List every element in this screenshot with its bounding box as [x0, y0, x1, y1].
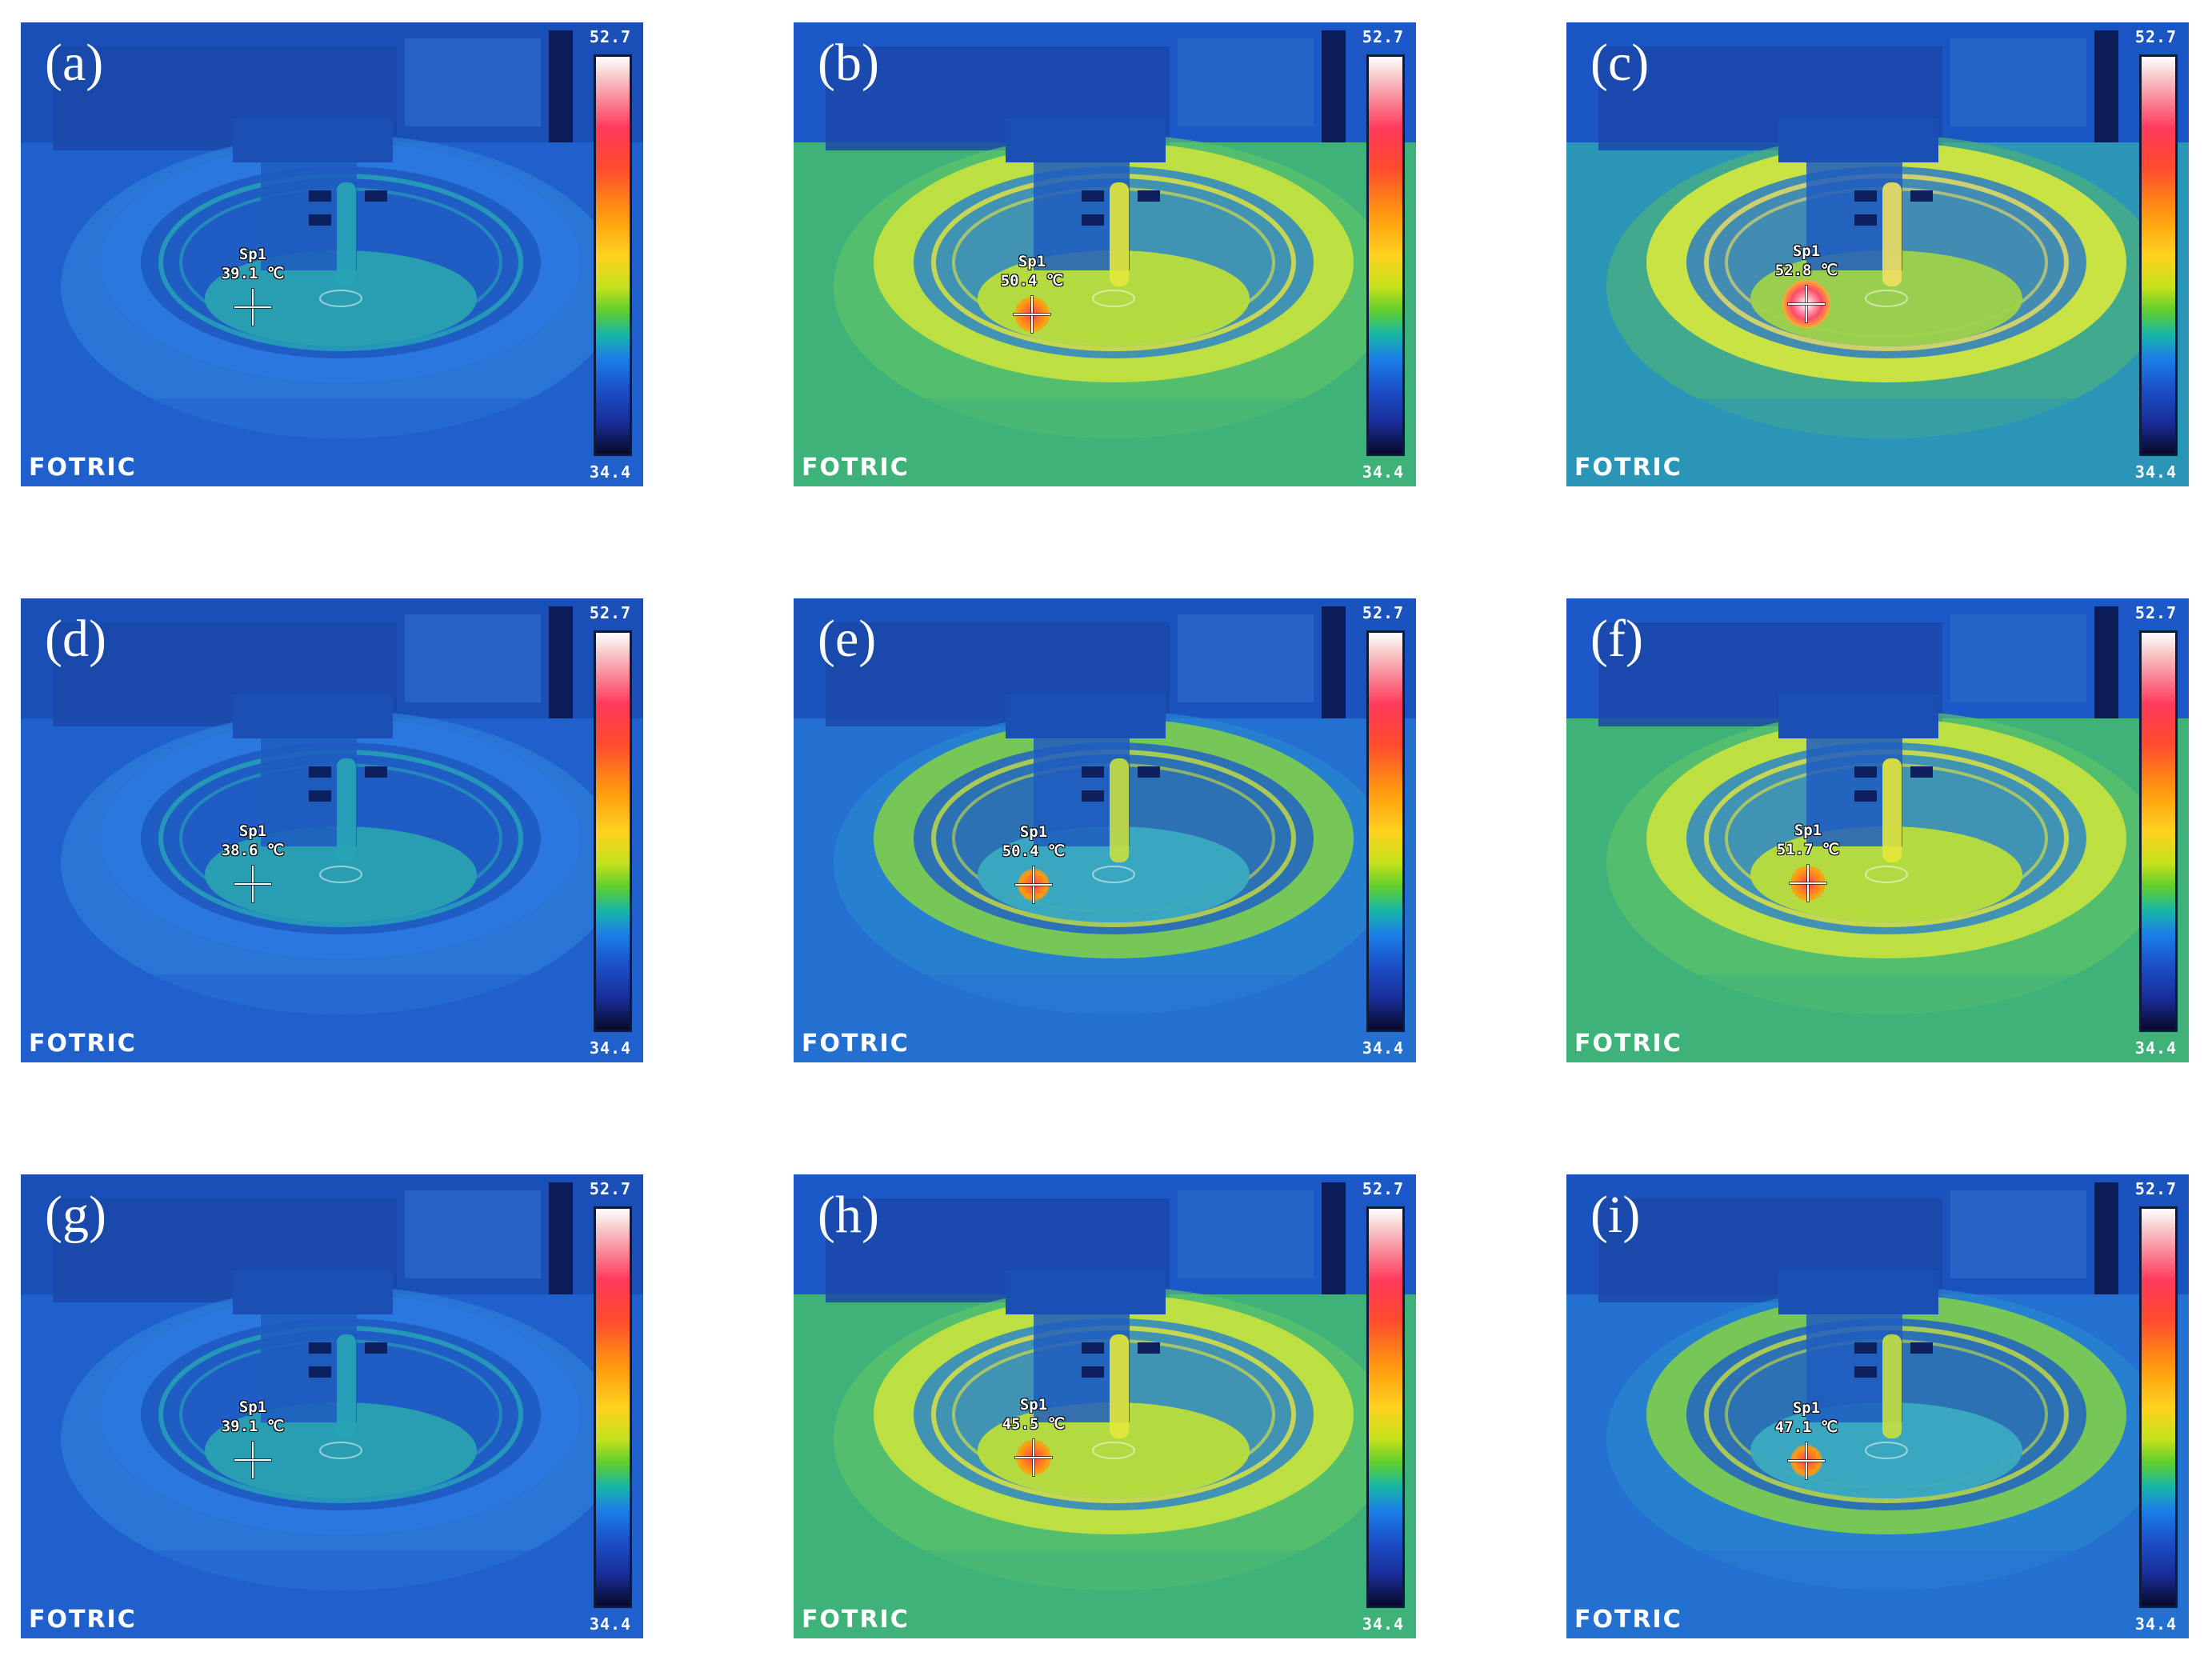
colorbar-min-label: 34.4	[1362, 1038, 1405, 1058]
colorbar-max-label: 52.7	[2134, 1179, 2178, 1198]
spot-crosshair-icon	[234, 289, 271, 326]
temperature-colorbar	[1366, 1206, 1405, 1608]
spot-temperature: 47.1 ℃	[1774, 1418, 1838, 1436]
spot-measurement: Sp1 51.7 ℃	[1760, 821, 1856, 859]
colorbar-min-label: 34.4	[1362, 462, 1405, 482]
temperature-colorbar	[594, 1206, 632, 1608]
colorbar-max-label: 52.7	[1362, 27, 1405, 46]
panel-label: (a)	[45, 34, 104, 92]
spot-measurement: Sp1 50.4 ℃	[984, 252, 1080, 290]
spot-temperature: 39.1 ℃	[221, 265, 285, 282]
spot-crosshair-icon	[1014, 296, 1050, 333]
spot-temperature: 45.5 ℃	[1002, 1415, 1066, 1433]
colorbar-min-label: 34.4	[1362, 1614, 1405, 1634]
spot-name: Sp1	[1792, 1399, 1821, 1417]
spot-crosshair-icon	[234, 1442, 271, 1478]
brand-logo: FOTRIC	[802, 1030, 910, 1058]
colorbar-max-label: 52.7	[2134, 603, 2178, 622]
spot-measurement: Sp1 39.1 ℃	[205, 1398, 301, 1436]
spot-name: Sp1	[238, 1398, 267, 1416]
thermal-panel: (b) 52.7 34.4 FOTRIC Sp1 50.4 ℃	[794, 22, 1416, 486]
temperature-colorbar	[1366, 54, 1405, 456]
spot-measurement: Sp1 39.1 ℃	[205, 245, 301, 283]
spot-name: Sp1	[238, 822, 267, 840]
spot-temperature: 51.7 ℃	[1776, 841, 1840, 858]
brand-logo: FOTRIC	[802, 1606, 910, 1634]
spot-crosshair-icon	[1788, 286, 1825, 322]
temperature-colorbar	[2139, 630, 2178, 1032]
panel-label: (f)	[1590, 610, 1643, 668]
panel-label: (c)	[1590, 34, 1650, 92]
colorbar-max-label: 52.7	[2134, 27, 2178, 46]
colorbar-max-label: 52.7	[589, 603, 632, 622]
spot-temperature: 50.4 ℃	[1000, 272, 1064, 290]
panel-label: (e)	[818, 610, 877, 668]
spot-measurement: Sp1 47.1 ℃	[1758, 1398, 1854, 1437]
brand-logo: FOTRIC	[802, 454, 910, 482]
thermal-panel: (d) 52.7 34.4 FOTRIC Sp1 38.6 ℃	[21, 598, 643, 1062]
brand-logo: FOTRIC	[1574, 1030, 1682, 1058]
spot-measurement: Sp1 50.4 ℃	[986, 822, 1082, 861]
colorbar-min-label: 34.4	[589, 1038, 632, 1058]
panel-label: (h)	[818, 1186, 879, 1244]
spot-name: Sp1	[1018, 253, 1046, 270]
spot-name: Sp1	[1019, 823, 1048, 841]
panel-label: (b)	[818, 34, 879, 92]
spot-name: Sp1	[238, 246, 267, 263]
temperature-colorbar	[1366, 630, 1405, 1032]
spot-name: Sp1	[1019, 1396, 1048, 1414]
spot-temperature: 38.6 ℃	[221, 842, 285, 859]
colorbar-min-label: 34.4	[589, 1614, 632, 1634]
brand-logo: FOTRIC	[1574, 1606, 1682, 1634]
colorbar-max-label: 52.7	[589, 1179, 632, 1198]
panel-label: (i)	[1590, 1186, 1641, 1244]
thermal-panel: (a) 52.7 34.4 FOTRIC Sp1 39.1 ℃	[21, 22, 643, 486]
spot-crosshair-icon	[1790, 865, 1826, 902]
spot-name: Sp1	[1794, 822, 1822, 839]
brand-logo: FOTRIC	[29, 1030, 137, 1058]
brand-logo: FOTRIC	[1574, 454, 1682, 482]
temperature-colorbar	[594, 54, 632, 456]
thermal-panel: (h) 52.7 34.4 FOTRIC Sp1 45.5 ℃	[794, 1174, 1416, 1638]
brand-logo: FOTRIC	[29, 454, 137, 482]
temperature-colorbar	[594, 630, 632, 1032]
colorbar-min-label: 34.4	[2134, 462, 2178, 482]
colorbar-max-label: 52.7	[1362, 603, 1405, 622]
temperature-colorbar	[2139, 54, 2178, 456]
thermal-panel: (f) 52.7 34.4 FOTRIC Sp1 51.7 ℃	[1566, 598, 2189, 1062]
spot-name: Sp1	[1792, 242, 1821, 260]
colorbar-min-label: 34.4	[2134, 1038, 2178, 1058]
colorbar-max-label: 52.7	[589, 27, 632, 46]
temperature-colorbar	[2139, 1206, 2178, 1608]
brand-logo: FOTRIC	[29, 1606, 137, 1634]
spot-temperature: 52.8 ℃	[1774, 262, 1838, 279]
colorbar-max-label: 52.7	[1362, 1179, 1405, 1198]
thermal-panel: (c) 52.7 34.4 FOTRIC Sp1 52.8 ℃	[1566, 22, 2189, 486]
spot-measurement: Sp1 52.8 ℃	[1758, 242, 1854, 280]
spot-crosshair-icon	[234, 866, 271, 902]
spot-measurement: Sp1 45.5 ℃	[986, 1395, 1082, 1434]
spot-crosshair-icon	[1788, 1442, 1825, 1479]
spot-temperature: 39.1 ℃	[221, 1418, 285, 1435]
spot-crosshair-icon	[1015, 1439, 1052, 1476]
panel-label: (g)	[45, 1186, 106, 1244]
thermal-panel: (g) 52.7 34.4 FOTRIC Sp1 39.1 ℃	[21, 1174, 643, 1638]
spot-crosshair-icon	[1015, 866, 1052, 903]
spot-temperature: 50.4 ℃	[1002, 842, 1066, 860]
spot-measurement: Sp1 38.6 ℃	[205, 822, 301, 860]
colorbar-min-label: 34.4	[589, 462, 632, 482]
panel-label: (d)	[45, 610, 106, 668]
thermal-panel: (e) 52.7 34.4 FOTRIC Sp1 50.4 ℃	[794, 598, 1416, 1062]
colorbar-min-label: 34.4	[2134, 1614, 2178, 1634]
thermal-panel: (i) 52.7 34.4 FOTRIC Sp1 47.1 ℃	[1566, 1174, 2189, 1638]
